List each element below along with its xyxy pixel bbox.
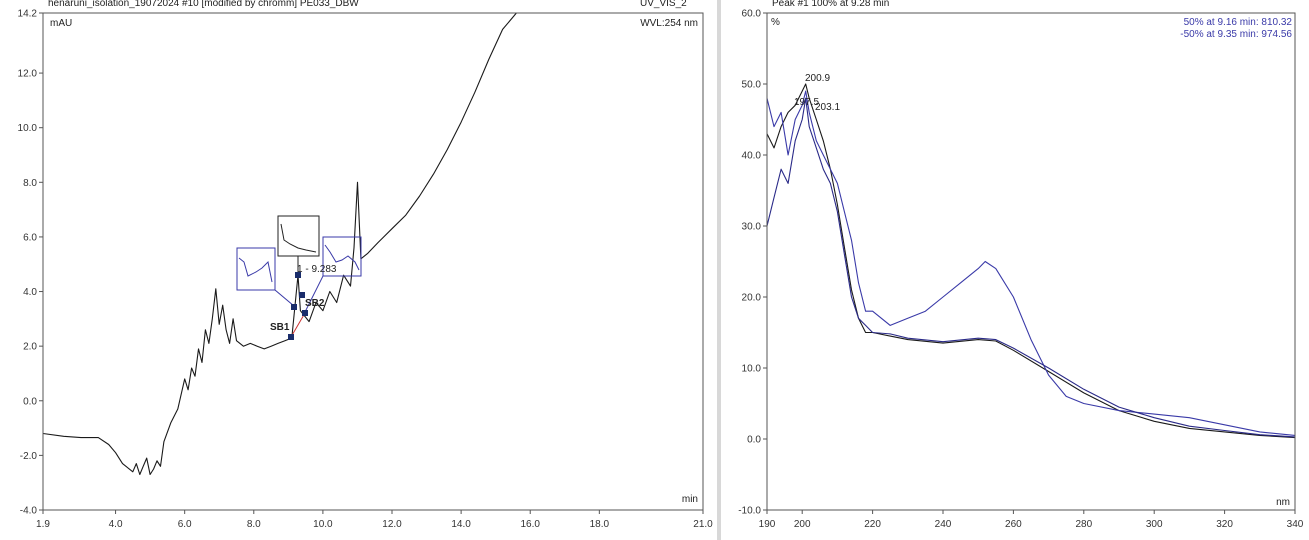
thumbnail-connector-left (274, 289, 295, 307)
chromatogram-x-tick-label: 8.0 (247, 519, 261, 530)
half-height-marker-left[interactable] (291, 304, 297, 310)
peak-annotation-200-9: 200.9 (805, 73, 830, 84)
spectrum-y-tick-label: 50.0 (742, 80, 762, 91)
chromatogram-y-tick-label: 2.0 (23, 342, 37, 353)
left-header-text: henaruni_isolation_19072024 #10 [modifie… (48, 0, 359, 9)
chromatogram-x-tick-label: 14.0 (451, 519, 471, 530)
baseline-segment (290, 312, 306, 338)
spectrum-series-3 (766, 97, 1296, 438)
spectrum-thumbnail-right[interactable] (322, 236, 362, 277)
chromatogram-y-tick-label: -2.0 (20, 451, 38, 462)
sb2-marker[interactable] (302, 310, 308, 316)
spectrum-thumbnail-left-trace (238, 257, 273, 283)
spectrum-y-tick-label: 10.0 (742, 364, 762, 375)
peak-label: 1 - 9.283 (297, 264, 337, 275)
peak-annotation-203-1: 203.1 (815, 102, 840, 113)
spectrum-y-tick-label: -10.0 (738, 506, 761, 517)
chromatogram-series-1 (42, 12, 517, 476)
chromatogram-x-tick-label: 18.0 (590, 519, 610, 530)
chromatogram-x-tick-label: 21.0 (693, 519, 713, 530)
chromatogram-x-tick-label: 10.0 (313, 519, 333, 530)
half-height-marker-right[interactable] (299, 292, 305, 298)
sb1-marker[interactable] (288, 334, 294, 340)
chromatogram-y-tick-label: 0.0 (23, 396, 37, 407)
chromatogram-y-tick-label: 10.0 (18, 123, 38, 134)
spectrum-x-tick-label: 200 (794, 519, 811, 530)
chromatogram-x-tick-label: 1.9 (36, 519, 50, 530)
spectrum-x-tick-label: 260 (1005, 519, 1022, 530)
spectrum-x-tick-label: 340 (1287, 519, 1304, 530)
spectrum-x-tick-label: 280 (1075, 519, 1092, 530)
chromatogram-y-tick-label: 12.0 (18, 69, 38, 80)
left-plot-frame (42, 12, 704, 511)
spectrum-x-tick-label: 190 (759, 519, 776, 530)
chromatogram-y-tick-label: 14.2 (18, 9, 38, 20)
peak-markers: 1 - 9.283 SB1 SB2 (236, 215, 362, 340)
right-header-text: Peak #1 100% at 9.28 min (772, 0, 889, 9)
spectrum-thumbnail-left[interactable] (236, 247, 276, 291)
left-y-unit: mAU (50, 18, 72, 29)
chromatogram-x-tick-label: 4.0 (109, 519, 123, 530)
chromatogram-x-tick-label: 12.0 (382, 519, 402, 530)
spectrum-y-tick-label: 20.0 (742, 293, 762, 304)
spectrum-series-1 (766, 83, 1296, 439)
spectrum-thumbnail-right-trace (324, 244, 360, 271)
sb1-label: SB1 (270, 322, 290, 333)
spectrum-y-tick-label: 40.0 (742, 151, 762, 162)
chromatogram-y-tick-label: 4.0 (23, 287, 37, 298)
spectrum-y-tick-label: 30.0 (742, 222, 762, 233)
spectrum-series-2 (766, 90, 1296, 436)
sb2-label: SB2 (305, 298, 325, 309)
legend-entry-2: -50% at 9.35 min: 974.56 (1180, 29, 1292, 40)
spectrum-thumbnail-center-trace (280, 223, 317, 253)
thumbnail-connector-right (304, 275, 324, 313)
left-header-right: UV_VIS_2 (640, 0, 687, 9)
chromatogram-y-tick-label: 8.0 (23, 178, 37, 189)
chromatogram-y-tick-label: 6.0 (23, 232, 37, 243)
wavelength-label: WVL:254 nm (640, 18, 698, 29)
right-x-unit: nm (1276, 497, 1290, 508)
chromatogram-x-tick-label: 16.0 (520, 519, 540, 530)
peak-annotation-197-5: 197.5 (794, 97, 819, 108)
right-y-unit: % (771, 17, 780, 28)
chromatogram-layer: -4.0 -2.0 0.0 2.0 4.0 6.0 8.0 10.0 12.0 14.2 1.9 4.… (18, 9, 714, 531)
spectrum-layer: -10.0 0.0 10.0 20.0 30.0 40.0 50.0 60.0 190 200 22… (738, 9, 1304, 531)
right-plot-frame (766, 12, 1296, 511)
spectrum-x-tick-label: 300 (1146, 519, 1163, 530)
legend-entry-1: 50% at 9.16 min: 810.32 (1184, 17, 1293, 28)
spectrum-x-tick-label: 220 (864, 519, 881, 530)
left-x-unit: min (682, 494, 698, 505)
spectrum-x-tick-label: 320 (1216, 519, 1233, 530)
chromatogram-y-tick-label: -4.0 (20, 506, 38, 517)
chromatogram-x-tick-label: 6.0 (178, 519, 192, 530)
spectrum-y-tick-label: 0.0 (747, 435, 761, 446)
spectrum-x-tick-label: 240 (935, 519, 952, 530)
peak-apex-marker[interactable] (295, 272, 301, 278)
panel-divider[interactable] (717, 0, 721, 540)
spectrum-y-tick-label: 60.0 (742, 9, 762, 20)
spectrum-thumbnail-center[interactable] (277, 215, 320, 257)
